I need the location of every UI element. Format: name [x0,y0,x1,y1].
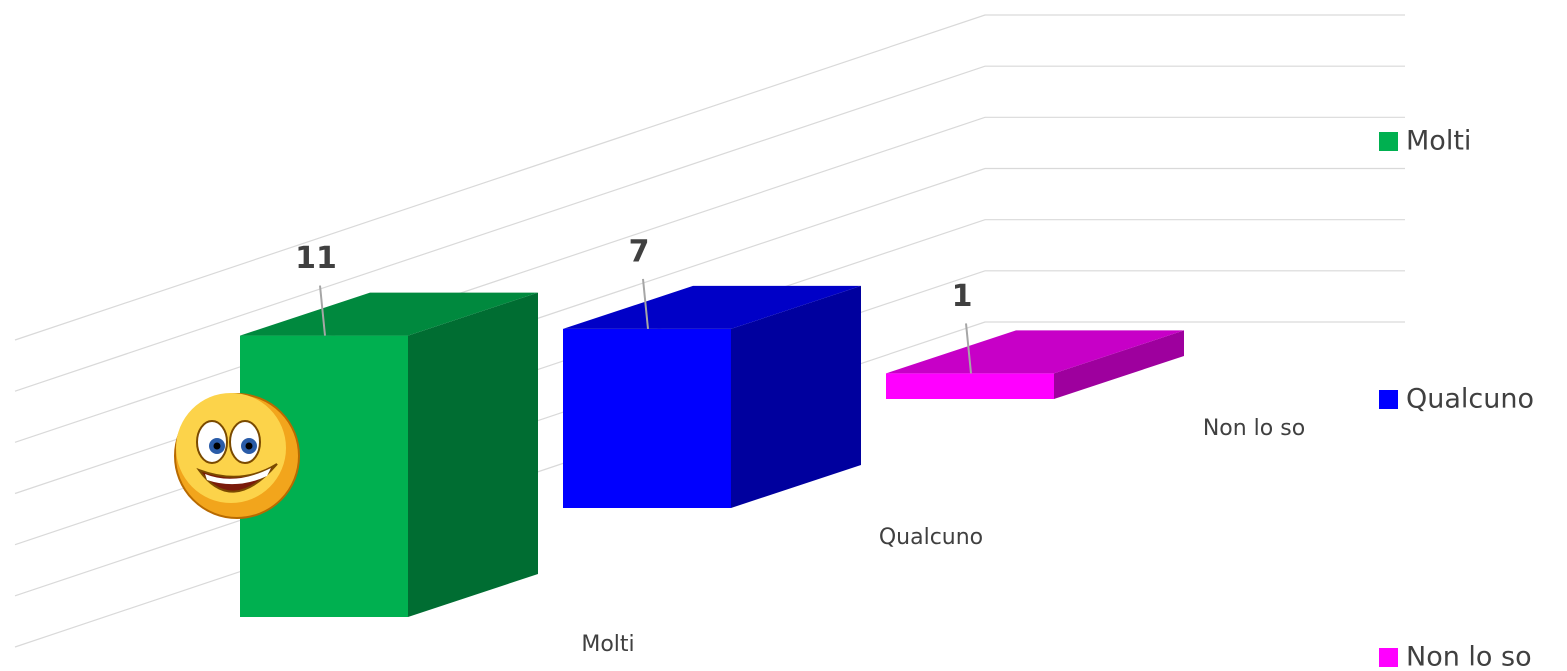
legend-swatch [1379,648,1398,667]
leader-line [319,285,326,336]
bar-side [408,292,538,617]
grid-line [14,65,1405,392]
legend-label: Qualcuno [1406,384,1534,415]
legend-label: Non lo so [1406,642,1532,671]
bar-front [563,328,731,508]
legend-swatch [1379,390,1398,409]
bar-top [240,292,538,336]
bar-group: 7 Qualcuno [563,234,983,550]
value-label: 1 [952,279,973,314]
x-tick-label: Non lo so [1203,416,1305,441]
leader-line [965,323,972,374]
value-label: 11 [295,241,337,276]
bars: 1 Non lo so 7 Qualcuno 11 Molti [240,234,1305,657]
leader-line [642,278,649,330]
bar-group: 1 Non lo so [886,279,1305,441]
bar-side [1054,330,1184,399]
legend-label: Molti [1406,126,1471,157]
bar-front [886,373,1054,399]
x-tick-label: Qualcuno [879,525,983,550]
legend-swatch [1379,132,1398,151]
value-label: 7 [629,234,650,269]
bar-side [731,285,861,508]
x-tick-label: Molti [581,632,634,657]
grid-line [14,14,1405,341]
bar-top [563,285,861,329]
smiley-icon [174,393,300,519]
legend: Molti Qualcuno Non lo so [1379,126,1534,671]
bar-top [886,330,1184,374]
